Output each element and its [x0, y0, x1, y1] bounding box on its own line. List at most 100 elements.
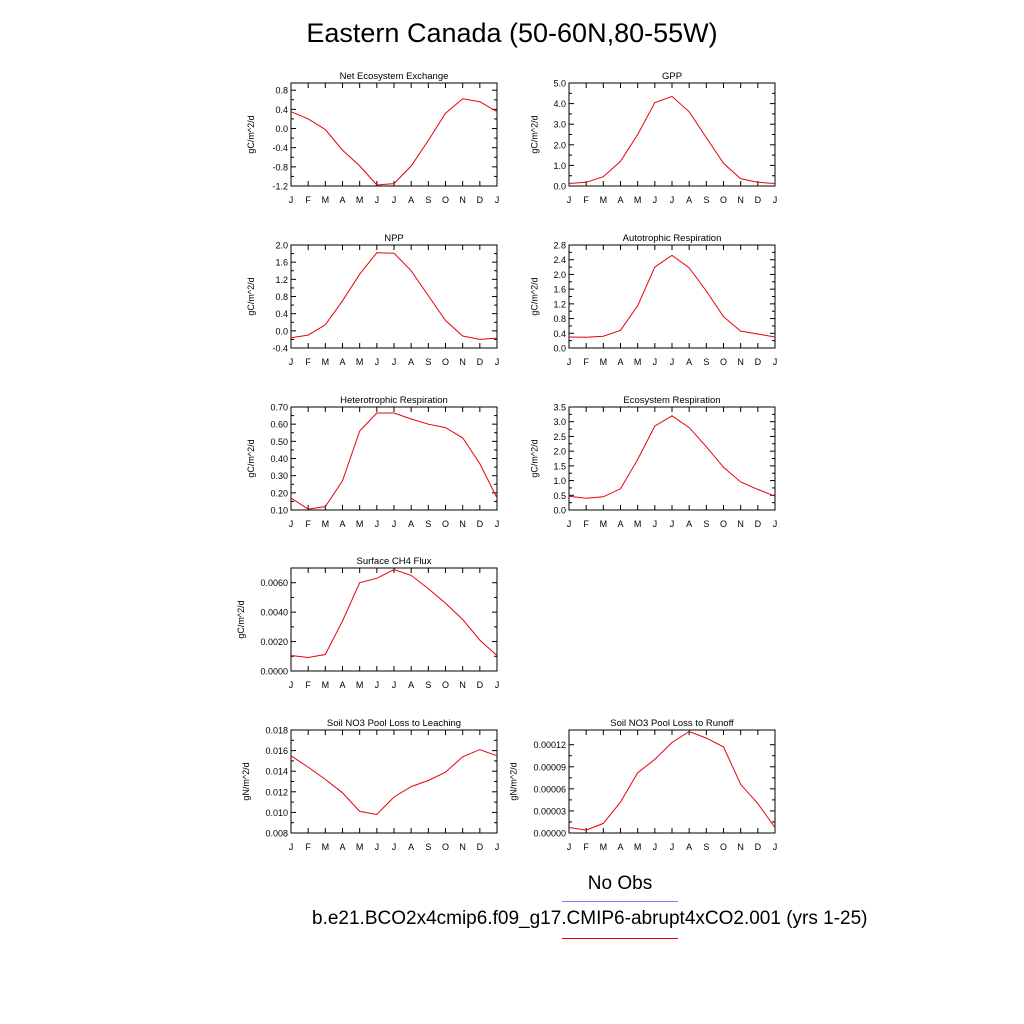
- x-tick-label: M: [600, 519, 608, 529]
- chart-title: Net Ecosystem Exchange: [340, 71, 449, 82]
- x-tick-label: J: [653, 357, 658, 367]
- y-tick-label: 0.012: [265, 787, 288, 797]
- x-tick-label: J: [567, 195, 572, 205]
- legend-case-label: b.e21.BCO2x4cmip6.f09_g17.CMIP6-abrupt4x…: [312, 908, 868, 929]
- x-tick-label: M: [356, 357, 364, 367]
- x-tick-label: F: [583, 519, 589, 529]
- x-tick-label: J: [375, 680, 380, 690]
- y-axis-label: gC/m^2/d: [529, 439, 539, 477]
- y-tick-label: 2.0: [275, 241, 288, 251]
- x-tick-label: J: [773, 842, 778, 852]
- x-tick-label: M: [600, 195, 608, 205]
- y-tick-label: 0.016: [265, 746, 288, 756]
- x-tick-label: M: [356, 519, 364, 529]
- y-axis-label: gN/m^2/d: [241, 762, 251, 800]
- y-axis-label: gC/m^2/d: [529, 115, 539, 153]
- figure-title: Eastern Canada (50-60N,80-55W): [306, 18, 718, 48]
- x-tick-label: J: [670, 519, 675, 529]
- plot-frame: [290, 729, 498, 834]
- x-tick-label: S: [425, 195, 431, 205]
- x-tick-label: D: [755, 357, 762, 367]
- y-tick-label: 4.0: [553, 99, 566, 109]
- x-tick-label: J: [653, 519, 658, 529]
- series-line: [290, 749, 498, 816]
- x-tick-label: A: [339, 195, 345, 205]
- y-tick-label: 0.20: [270, 488, 288, 498]
- x-tick-label: D: [477, 195, 484, 205]
- y-tick-label: 5.0: [553, 79, 566, 89]
- y-tick-label: 0.0: [553, 506, 566, 516]
- x-tick-label: A: [617, 357, 623, 367]
- x-tick-label: J: [289, 519, 294, 529]
- series-line: [290, 252, 498, 340]
- y-tick-label: 0.00009: [533, 762, 566, 772]
- x-tick-label: A: [617, 842, 623, 852]
- x-tick-label: J: [773, 357, 778, 367]
- y-tick-label: 2.0: [553, 447, 566, 457]
- chart-title: Autotrophic Respiration: [623, 233, 722, 244]
- y-axis-label: gC/m^2/d: [529, 277, 539, 315]
- x-tick-label: A: [408, 357, 414, 367]
- y-tick-label: 0.50: [270, 437, 288, 447]
- x-tick-label: J: [289, 680, 294, 690]
- series-line: [290, 568, 498, 659]
- y-tick-label: 0.0: [275, 124, 288, 134]
- x-tick-label: J: [567, 357, 572, 367]
- y-axis-label: gC/m^2/d: [246, 115, 256, 153]
- y-tick-label: 0.00006: [533, 784, 566, 794]
- y-tick-label: 1.0: [553, 161, 566, 171]
- x-tick-label: J: [495, 842, 500, 852]
- chart-title: Soil NO3 Pool Loss to Runoff: [610, 718, 734, 729]
- legend-obs-label: No Obs: [587, 873, 653, 894]
- x-tick-label: J: [392, 842, 397, 852]
- x-tick-label: J: [495, 357, 500, 367]
- x-tick-label: S: [703, 519, 709, 529]
- x-tick-label: A: [408, 195, 414, 205]
- x-tick-label: D: [477, 680, 484, 690]
- y-tick-label: 0.4: [275, 105, 288, 115]
- series-line: [290, 98, 498, 186]
- x-tick-label: M: [634, 519, 642, 529]
- x-tick-label: J: [289, 842, 294, 852]
- x-tick-label: S: [425, 842, 431, 852]
- y-tick-label: 2.4: [553, 255, 566, 265]
- x-tick-label: J: [375, 519, 380, 529]
- x-tick-label: J: [289, 357, 294, 367]
- x-tick-label: A: [408, 519, 414, 529]
- y-tick-label: 0.00012: [533, 740, 566, 750]
- x-tick-label: J: [495, 519, 500, 529]
- x-tick-label: J: [375, 357, 380, 367]
- plot-frame: [568, 244, 776, 349]
- x-tick-label: M: [322, 195, 330, 205]
- x-tick-label: J: [653, 842, 658, 852]
- series-line: [568, 95, 776, 184]
- x-tick-label: F: [305, 195, 311, 205]
- x-tick-label: A: [408, 680, 414, 690]
- series-line: [568, 730, 776, 831]
- chart-title: Soil NO3 Pool Loss to Leaching: [327, 718, 461, 729]
- x-tick-label: O: [442, 195, 449, 205]
- y-tick-label: 0.8: [275, 292, 288, 302]
- x-tick-label: N: [737, 842, 744, 852]
- x-tick-label: D: [755, 519, 762, 529]
- x-tick-label: M: [322, 842, 330, 852]
- series-line: [568, 415, 776, 499]
- x-tick-label: F: [583, 842, 589, 852]
- y-tick-label: 2.5: [553, 432, 566, 442]
- series-line: [568, 254, 776, 338]
- plot-frame: [568, 82, 776, 187]
- plot-frame: [290, 244, 498, 349]
- chart-title: Surface CH4 Flux: [357, 556, 432, 567]
- x-tick-label: O: [720, 195, 727, 205]
- x-tick-label: F: [305, 680, 311, 690]
- chart-panel-3: J F M A M J J A S O N D J-0.40.00.40.81.21.62.0NPPgC…: [246, 233, 499, 367]
- y-tick-label: 0.70: [270, 403, 288, 413]
- x-tick-label: S: [425, 357, 431, 367]
- y-tick-label: 1.6: [553, 285, 566, 295]
- x-tick-label: S: [425, 680, 431, 690]
- x-tick-label: M: [634, 357, 642, 367]
- x-tick-label: F: [583, 357, 589, 367]
- y-tick-label: 0.5: [553, 491, 566, 501]
- x-tick-label: J: [567, 842, 572, 852]
